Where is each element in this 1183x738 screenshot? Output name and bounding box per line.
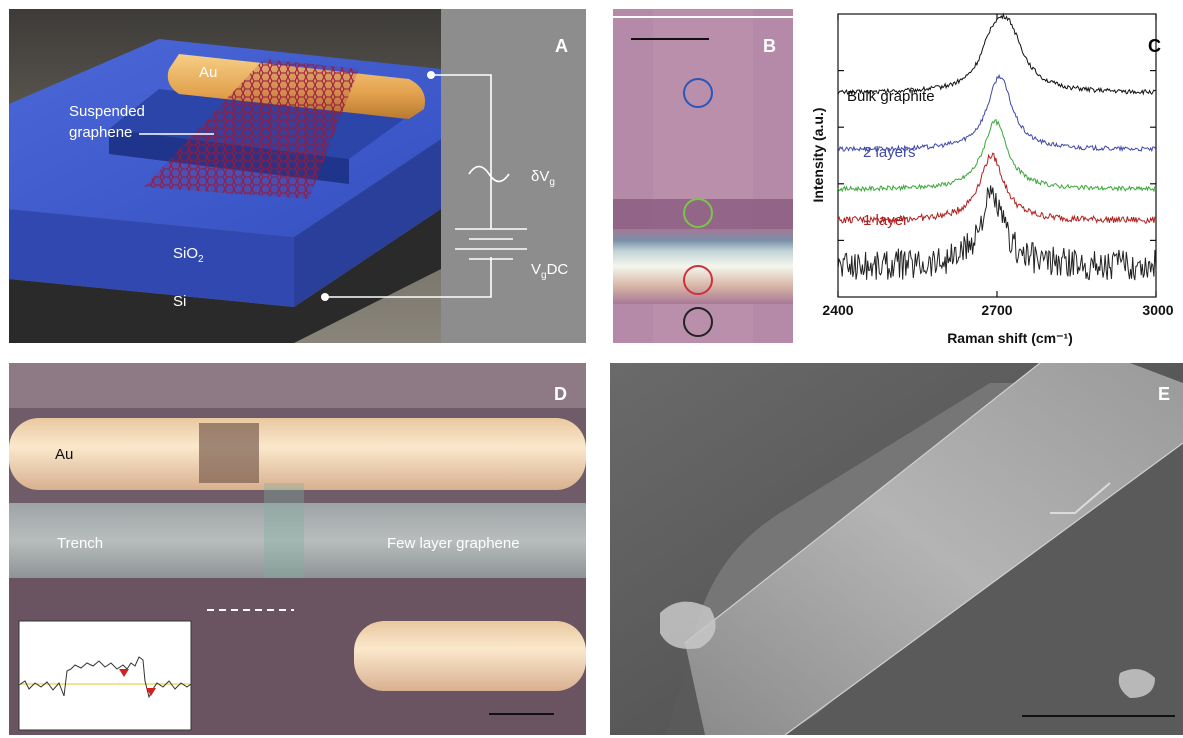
au-electrode-bottom: [354, 621, 586, 691]
series-line-0: [837, 12, 1157, 97]
debris-left: [660, 601, 716, 649]
series-line-3: [837, 152, 1157, 225]
substrate-contact: [321, 293, 329, 301]
au-electrode-top: [9, 418, 586, 490]
dark-band: [613, 199, 793, 229]
panel-a: Au Suspended graphene SiO2 Si δVg VgDC A: [9, 9, 586, 343]
axis-ticks: 2400 2700 3000: [822, 14, 1174, 318]
label-few-layer-graphene: Few layer graphene: [387, 535, 520, 552]
spot-circle-red: [683, 265, 713, 295]
panel-label-b: B: [763, 36, 776, 56]
panel-b-micrograph: [613, 9, 793, 343]
label-vg-dc: VgDC: [531, 261, 568, 281]
panel-e: E: [610, 363, 1183, 735]
spot-circle-green: [683, 198, 713, 228]
label-sio2: SiO2: [173, 245, 204, 265]
label-au: Au: [55, 446, 73, 463]
suspended-graphene-strip: [685, 363, 1183, 735]
top-region: [9, 363, 586, 408]
circuit-background: [441, 9, 586, 343]
spot-circle-black: [683, 307, 713, 337]
series-line-2: [837, 118, 1157, 193]
y-axis-label: Intensity (a.u.): [810, 108, 826, 203]
panel-c: 2400 2700 3000 Intensity (a.u.) Raman shif…: [800, 5, 1183, 350]
raman-chart: 2400 2700 3000 Intensity (a.u.) Raman shif…: [810, 12, 1174, 346]
graphene-sheet: [144, 59, 359, 199]
panel-b: B: [613, 9, 793, 343]
series-line-4: [837, 185, 1157, 281]
x-tick-label: 2400: [822, 302, 853, 318]
panel-label-a: A: [555, 36, 568, 56]
spot-circle-blue: [683, 78, 713, 108]
label-suspended-2: graphene: [69, 124, 132, 141]
annotation-bulk-graphite: Bulk graphite: [847, 88, 935, 105]
panel-d-micrograph: Au Trench Few layer graphene: [9, 363, 586, 735]
label-delta-vg: δVg: [531, 168, 555, 188]
label-suspended-1: Suspended: [69, 103, 145, 120]
x-axis-label: Raman shift (cm⁻¹): [947, 330, 1073, 346]
electrode-contact: [427, 71, 435, 79]
x-tick-label: 3000: [1142, 302, 1173, 318]
panel-d: Au Trench Few layer graphene D: [9, 363, 586, 735]
x-tick-label: 2700: [981, 302, 1012, 318]
curves: [837, 12, 1157, 281]
graphene-tint: [144, 59, 359, 199]
height-profile-inset: [18, 620, 192, 731]
label-si: Si: [173, 293, 186, 310]
strip-edge-lower: [784, 442, 1183, 735]
annotation-1-layer: 1 layer: [863, 212, 908, 229]
graphene-flake: [264, 483, 304, 593]
series-line-1: [837, 73, 1157, 153]
label-trench: Trench: [57, 535, 103, 552]
panel-e-sem-image: [610, 363, 1183, 735]
sio2-side: [294, 139, 441, 307]
circuit-wires: [325, 74, 527, 298]
annotation-2-layers: 2 layers: [863, 144, 916, 161]
trench-region: [9, 503, 586, 578]
dark-patch: [199, 423, 259, 483]
panel-label-e: E: [1158, 384, 1171, 404]
debris-right: [1118, 669, 1155, 698]
panel-label-c: C: [1148, 36, 1161, 56]
sio2-front: [9, 209, 294, 307]
strip-edge-upper: [684, 363, 1041, 644]
label-au: Au: [199, 64, 217, 81]
si-layer: [9, 209, 441, 343]
fold-line: [1050, 482, 1111, 514]
panel-label-d: D: [554, 384, 567, 404]
panel-a-illustration: Au Suspended graphene SiO2 Si δVg VgDC: [9, 9, 586, 343]
